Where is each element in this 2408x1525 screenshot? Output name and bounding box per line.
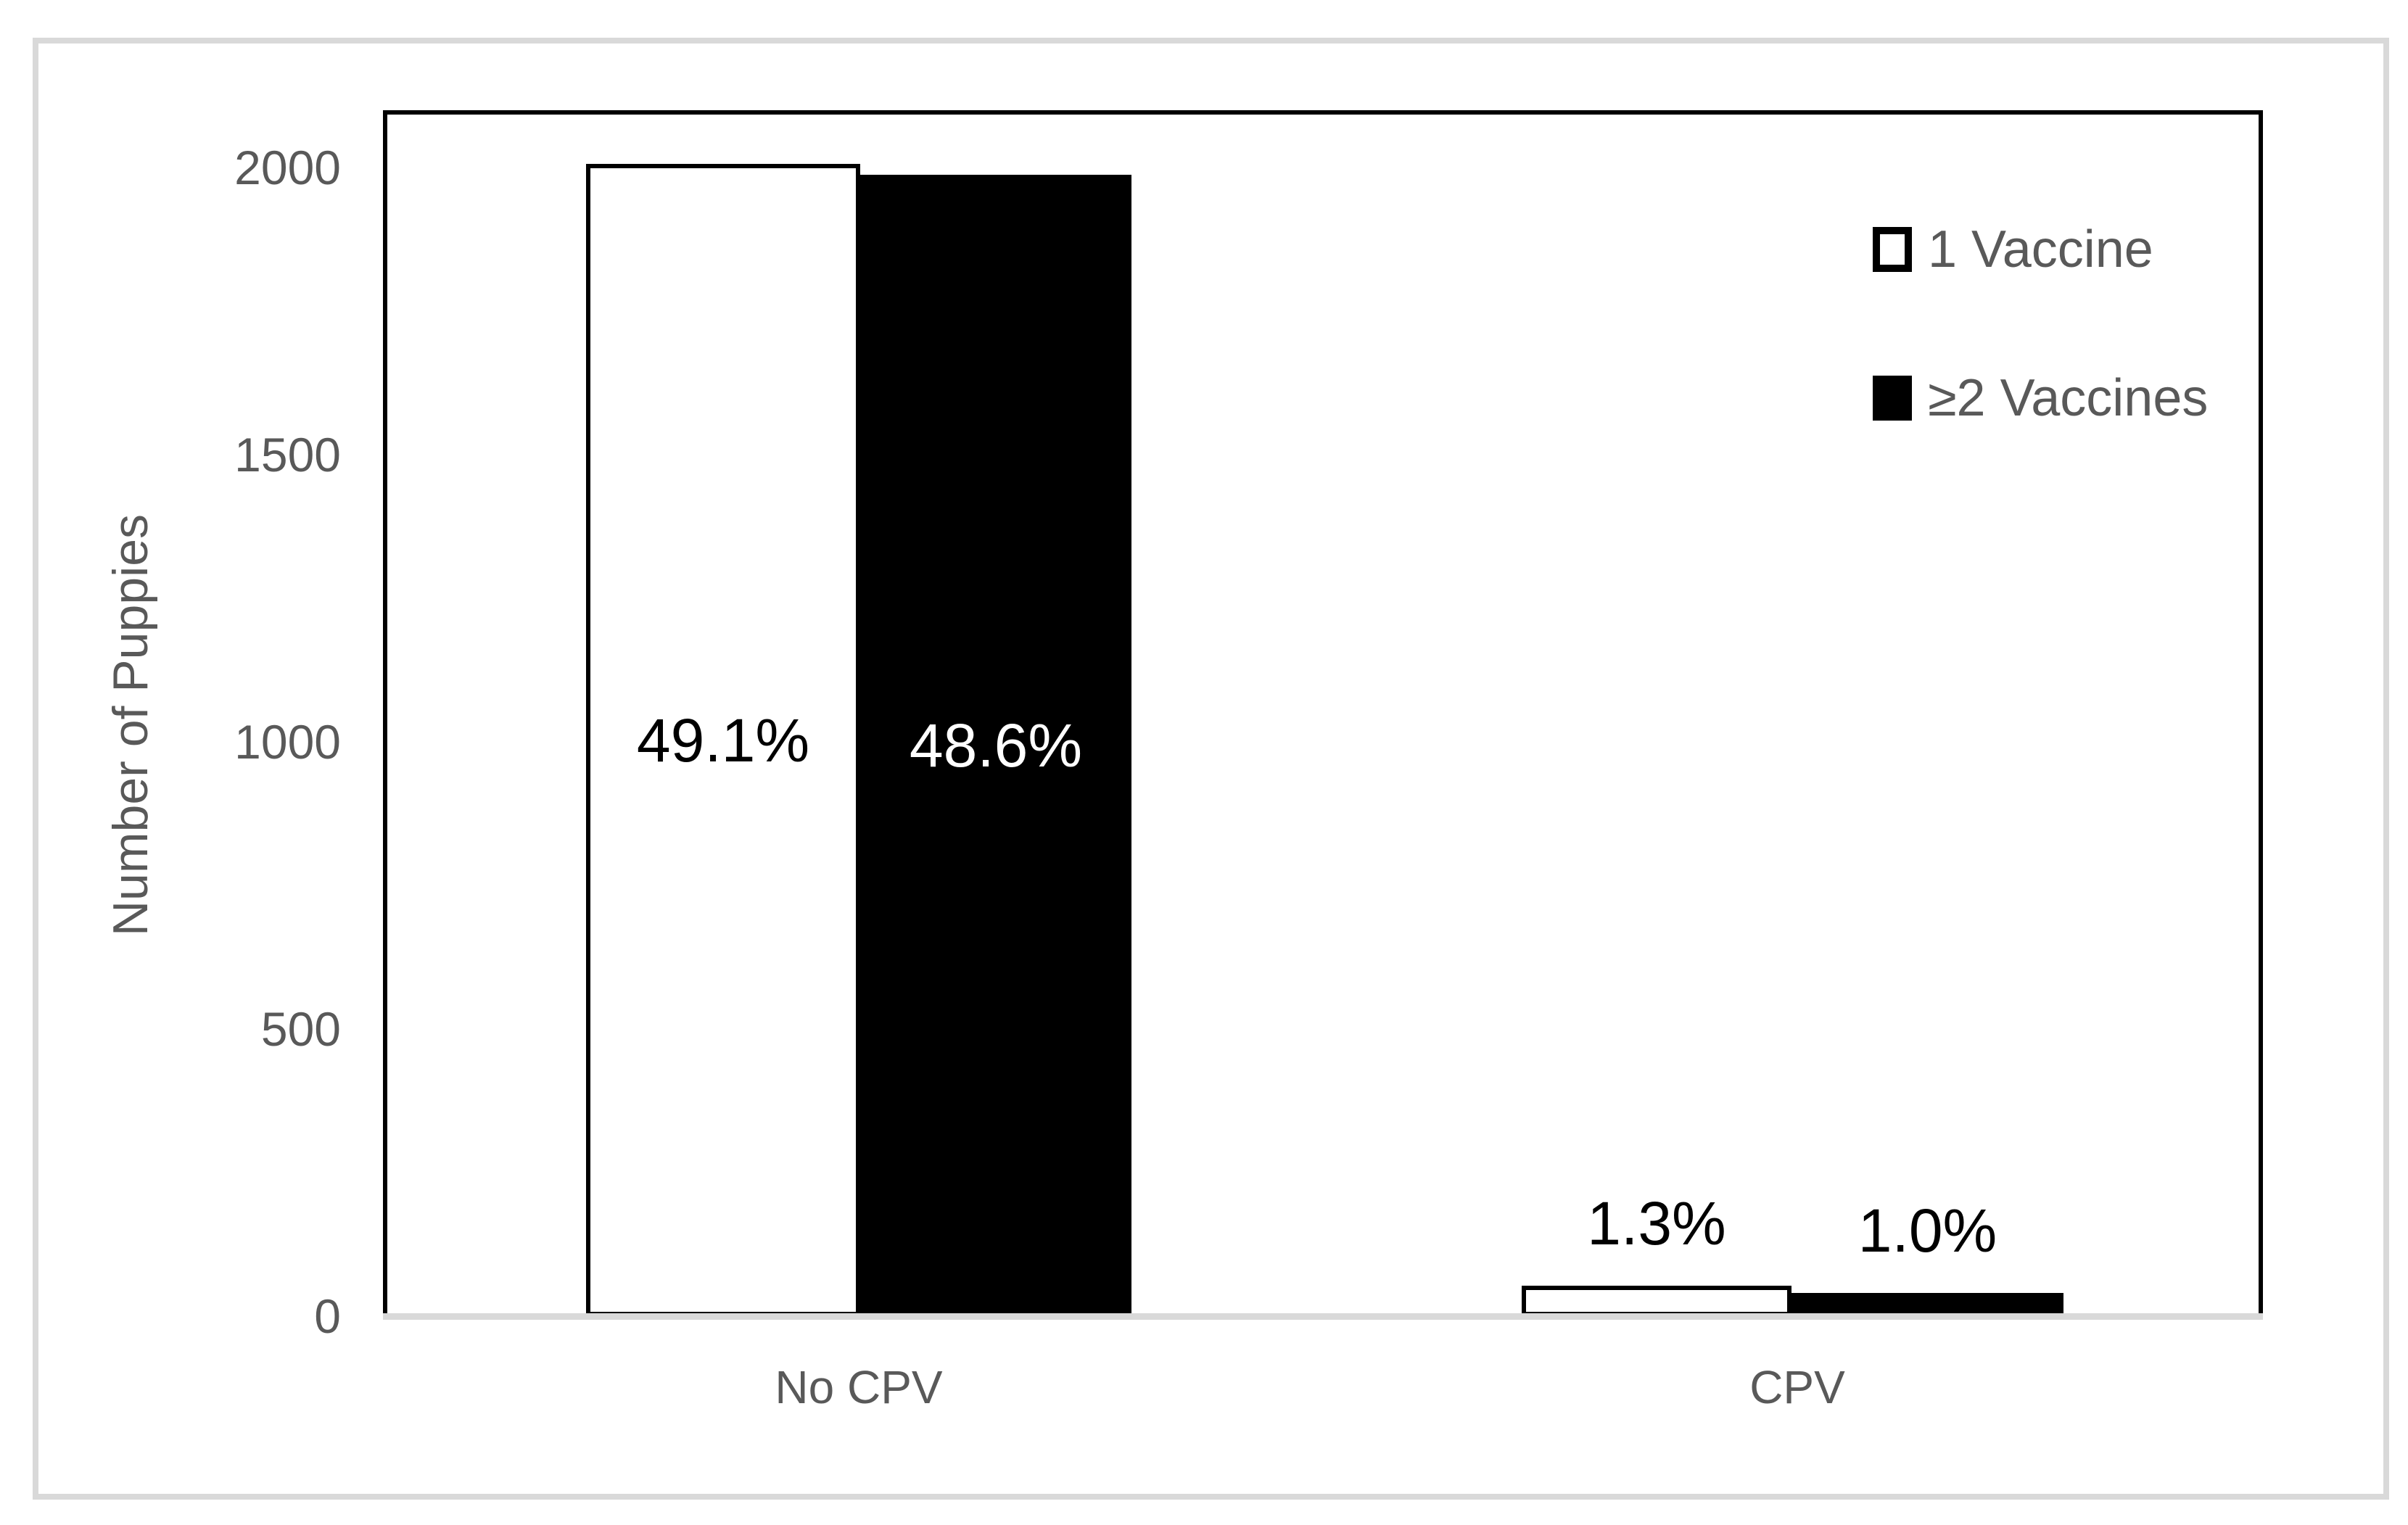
- bar-data-label: 49.1%: [636, 706, 810, 774]
- legend-marker-black-square-icon: [1873, 376, 1912, 421]
- y-tick-label: 0: [314, 1289, 341, 1343]
- legend-item-2plus-vaccines: ≥2 Vaccines: [1873, 369, 2208, 427]
- bar-data-label: 48.6%: [909, 711, 1083, 780]
- bar-data-label: 1.3%: [1587, 1189, 1726, 1257]
- legend-label: ≥2 Vaccines: [1928, 369, 2209, 427]
- legend-label: 1 Vaccine: [1928, 220, 2153, 278]
- y-tick-label: 1000: [234, 715, 341, 769]
- y-tick-label: 1500: [234, 428, 341, 482]
- bar-data-label: 1.0%: [1857, 1196, 1997, 1265]
- bar-cpv-1-vaccine: 1.3%: [1522, 1189, 1791, 1316]
- y-tick-label: 500: [260, 1002, 341, 1056]
- legend-marker-white-square-icon: [1873, 227, 1912, 272]
- legend-item-1-vaccine: 1 Vaccine: [1873, 220, 2153, 278]
- y-axis-tick-labels: 0 500 1000 1500 2000: [123, 0, 341, 1525]
- x-category-label-cpv: CPV: [1749, 1361, 1845, 1413]
- x-axis-line: [383, 1313, 2263, 1320]
- bar-cpv-2plus-vaccines: 1.0%: [1791, 1197, 2063, 1316]
- y-tick-label: 2000: [234, 141, 341, 194]
- bar-no-cpv-1-vaccine: 49.1%: [586, 164, 860, 1316]
- bar-no-cpv-2plus-vaccines: 48.6%: [860, 175, 1131, 1316]
- x-category-label-no-cpv: No CPV: [775, 1361, 943, 1413]
